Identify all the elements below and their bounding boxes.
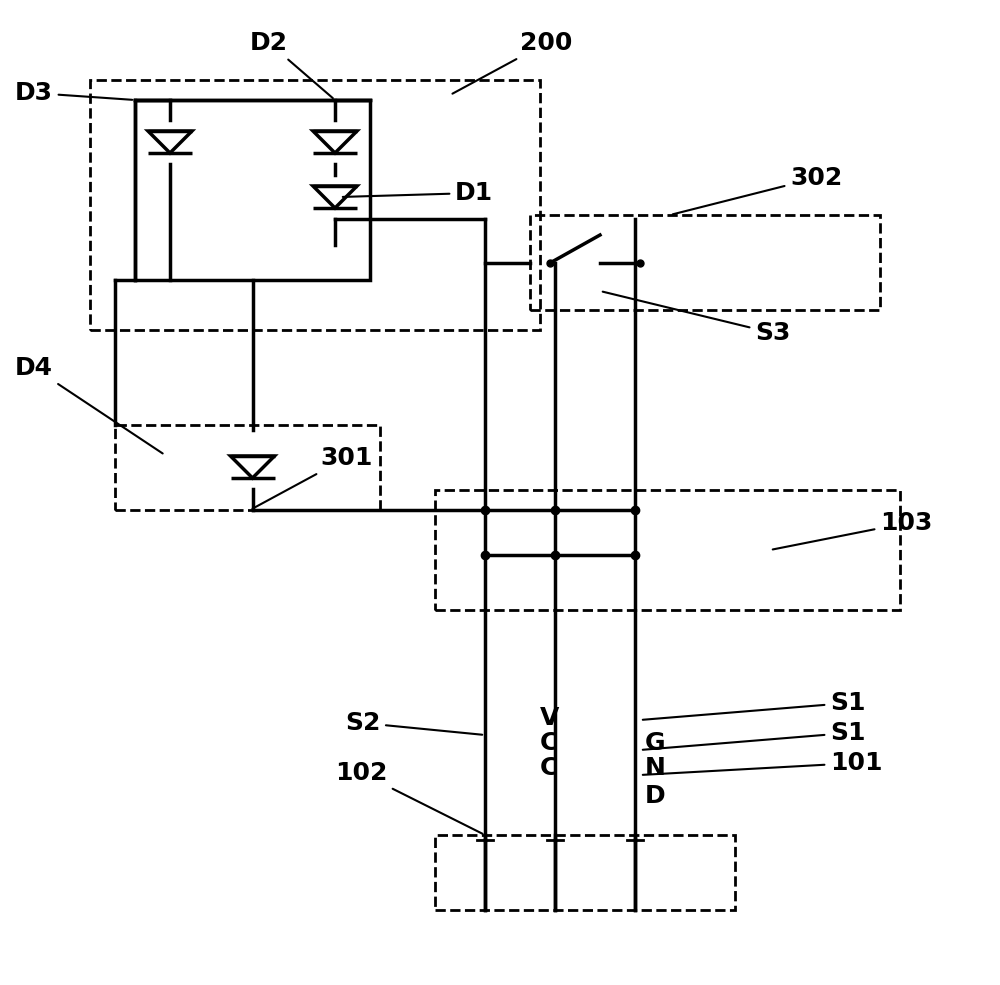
Text: 103: 103 [773, 511, 932, 550]
Text: S3: S3 [603, 292, 790, 345]
Text: C: C [540, 731, 558, 755]
Text: D3: D3 [15, 81, 132, 105]
Bar [115, 425, 380, 510]
Bar [90, 80, 540, 330]
Text: D1: D1 [343, 181, 493, 205]
Polygon shape [313, 186, 357, 208]
Bar [435, 490, 900, 610]
Text: 200: 200 [452, 31, 572, 94]
Text: D2: D2 [250, 31, 333, 98]
Bar [135, 100, 370, 280]
Text: N: N [645, 756, 666, 780]
Text: 102: 102 [335, 761, 483, 833]
Text: G: G [645, 731, 666, 755]
Bar [530, 215, 880, 310]
Bar [435, 835, 735, 910]
Text: S2: S2 [345, 711, 482, 735]
Text: V: V [540, 706, 559, 730]
Text: S1: S1 [643, 691, 866, 720]
Polygon shape [313, 131, 357, 153]
Polygon shape [231, 456, 275, 478]
Text: 302: 302 [673, 166, 842, 215]
Polygon shape [148, 131, 192, 153]
Text: 101: 101 [643, 751, 883, 775]
Text: D4: D4 [15, 356, 163, 453]
Text: D: D [645, 784, 666, 808]
Text: 301: 301 [252, 446, 372, 508]
Text: C: C [540, 756, 558, 780]
Text: S1: S1 [643, 721, 866, 750]
